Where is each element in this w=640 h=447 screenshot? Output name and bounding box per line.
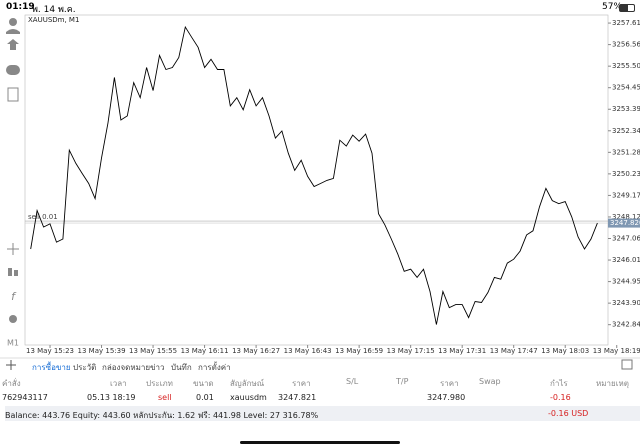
column-header: ประเภท (146, 379, 173, 388)
column-header: หมายเหตุ (596, 379, 629, 388)
total-profit: -0.16 USD (548, 409, 589, 418)
price-tag (608, 218, 640, 228)
battery-level (620, 5, 628, 11)
x-tick-label: 13 May 16:59 (335, 347, 383, 355)
indicator-icon[interactable]: f (11, 290, 17, 303)
y-tick-label: 3249.175 (612, 191, 640, 199)
column-header: ขนาด (193, 379, 214, 388)
tab[interactable]: บันทึก (171, 363, 192, 372)
tab[interactable]: กล่องจดหมาย (102, 363, 151, 372)
tab[interactable]: การซื้อขาย (32, 363, 71, 372)
y-tick-label: 3256.560 (612, 41, 640, 49)
y-tick-label: 3252.340 (612, 127, 640, 135)
column-header: ราคา (292, 379, 311, 388)
x-tick-label: 13 May 16:43 (284, 347, 332, 355)
column-header: สัญลักษณ์ (230, 379, 265, 388)
x-tick-label: 13 May 18:19 (593, 347, 640, 355)
y-tick-label: 3242.845 (612, 321, 640, 329)
column-header: เวลา (110, 379, 127, 388)
trade-icon[interactable] (7, 39, 19, 50)
y-tick-label: 3244.955 (612, 278, 640, 286)
clock: 01:19 (6, 2, 35, 12)
y-tick-label: 3253.395 (612, 105, 640, 113)
column-header: Swap (479, 377, 501, 386)
plot-frame (24, 14, 609, 346)
x-tick-label: 13 May 17:31 (438, 347, 486, 355)
order-label: sell 0.01 (28, 213, 58, 221)
cell: 3247.821 (278, 393, 317, 402)
y-tick-label: 3254.450 (612, 84, 640, 92)
y-tick-label: 3246.010 (612, 256, 640, 264)
cell: xauusdm (230, 393, 267, 402)
battery-icon (619, 4, 635, 12)
cell: 762943117 (2, 393, 48, 402)
cell: 0.01 (196, 393, 214, 402)
x-tick-label: 13 May 17:15 (387, 347, 435, 355)
y-tick-label: 3251.285 (612, 148, 640, 156)
battery-text: 57% (602, 2, 623, 12)
column-header: ราคา (440, 379, 459, 388)
timeframe-icon[interactable]: M1 (7, 339, 19, 348)
cell: sell (158, 393, 172, 402)
column-header: คำสั่ง (2, 379, 21, 388)
y-tick-label: 3248.120 (612, 213, 640, 221)
tab[interactable]: การตั้งค่า (198, 363, 231, 372)
balance-bar (5, 406, 640, 421)
home-indicator (240, 441, 400, 444)
y-tick-label: 3255.505 (612, 62, 640, 70)
x-tick-label: 13 May 15:55 (129, 347, 177, 355)
candles-icon[interactable] (8, 268, 12, 276)
x-tick-label: 13 May 17:47 (490, 347, 538, 355)
x-tick-label: 13 May 15:23 (26, 347, 74, 355)
price-tag-label: 3247.820 (610, 219, 640, 227)
y-tick-label: 3243.900 (612, 299, 640, 307)
new-doc-icon[interactable] (7, 87, 19, 102)
toolbar: f M1 (6, 18, 20, 348)
column-header: T/P (396, 377, 409, 386)
cell: 05.13 18:19 (87, 393, 136, 402)
column-header: S/L (346, 377, 359, 386)
cell: -0.16 (550, 393, 571, 402)
tab[interactable]: ประวัติ (73, 363, 97, 372)
cell: 3247.980 (427, 393, 466, 402)
balance-text: Balance: 443.76 Equity: 443.60 หลักประกั… (5, 411, 319, 420)
crosshair-icon[interactable] (7, 243, 19, 255)
tab[interactable]: ข่าว (150, 363, 165, 372)
column-header: กำไร (550, 379, 568, 388)
chat-icon[interactable] (6, 65, 20, 75)
x-tick-label: 13 May 18:03 (541, 347, 589, 355)
y-tick-label: 3250.230 (612, 170, 640, 178)
objects-icon[interactable] (9, 315, 17, 323)
layout-button[interactable] (621, 359, 633, 370)
date: พ. 14 พ.ค. (32, 5, 76, 15)
x-tick-label: 13 May 15:39 (78, 347, 126, 355)
y-tick-label: 3257.615 (612, 19, 640, 27)
y-tick-label: 3247.065 (612, 235, 640, 243)
symbol-label: XAUUSDm, M1 (28, 16, 79, 24)
x-tick-label: 13 May 16:27 (232, 347, 280, 355)
x-tick-label: 13 May 16:11 (181, 347, 229, 355)
price-line-series (30, 25, 598, 325)
add-button[interactable] (6, 360, 16, 370)
account-icon-body (6, 29, 20, 34)
account-icon[interactable] (9, 18, 17, 26)
